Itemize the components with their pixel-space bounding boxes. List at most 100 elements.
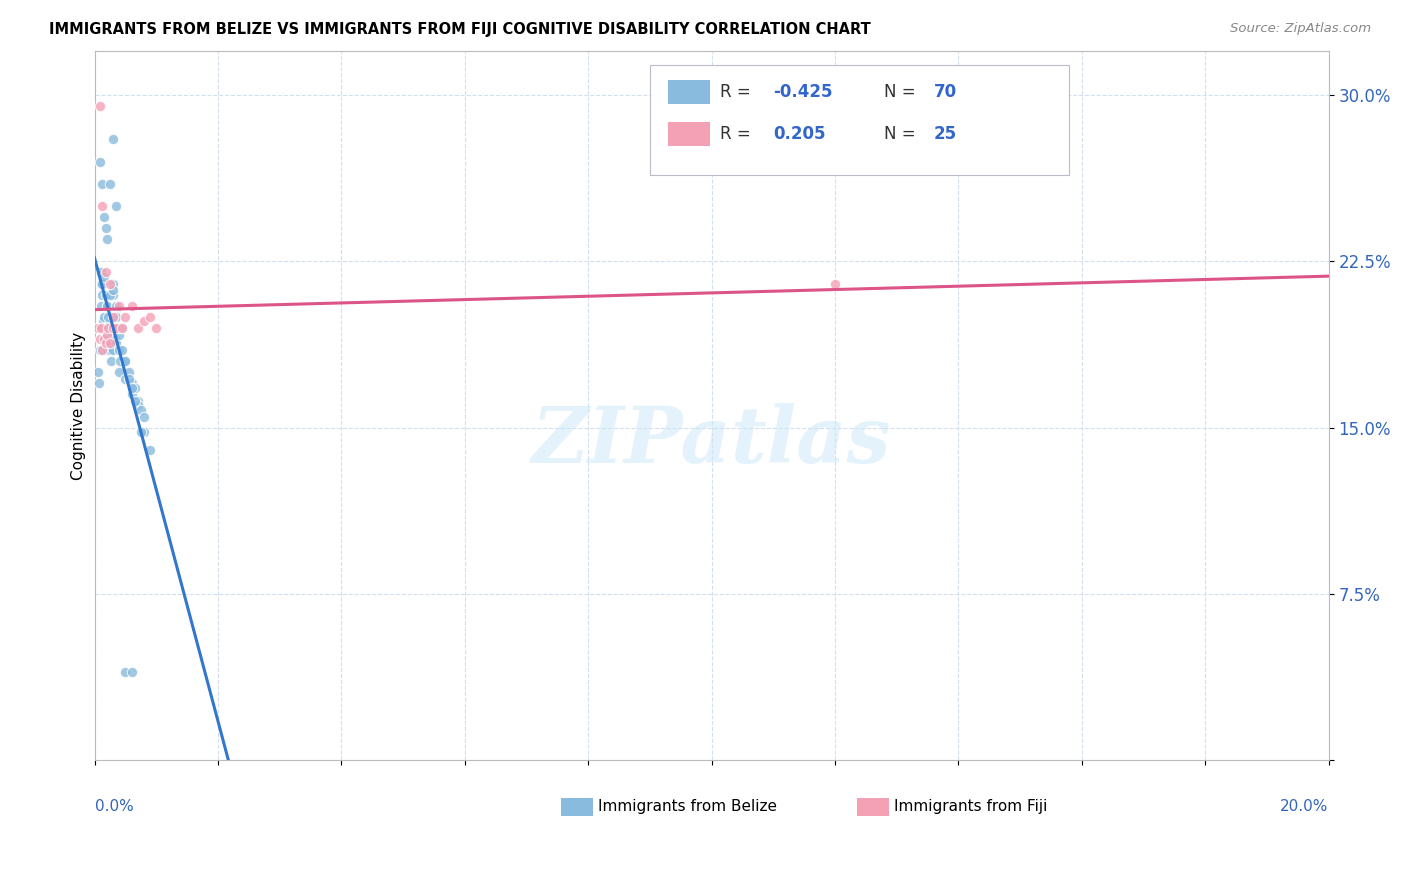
Point	[108, 343, 131, 357]
Point	[105, 310, 128, 324]
Point	[93, 310, 115, 324]
Point	[114, 354, 136, 368]
Point	[94, 265, 117, 279]
Point	[96, 327, 118, 342]
Point	[127, 399, 149, 413]
Point	[101, 277, 124, 291]
Point	[121, 299, 143, 313]
Point	[145, 321, 167, 335]
Point	[104, 332, 127, 346]
Point	[98, 177, 121, 191]
Point	[98, 336, 121, 351]
Point	[96, 232, 118, 246]
Point	[132, 425, 155, 439]
Text: Immigrants from Belize: Immigrants from Belize	[598, 799, 778, 814]
Point	[101, 287, 124, 301]
Point	[121, 665, 143, 679]
Point	[89, 343, 111, 357]
Text: R =: R =	[720, 126, 762, 144]
Point	[96, 299, 118, 313]
Text: 25: 25	[934, 126, 957, 144]
FancyBboxPatch shape	[668, 79, 710, 103]
Point	[97, 310, 120, 324]
Point	[129, 425, 152, 439]
Point	[90, 277, 112, 291]
Point	[117, 372, 139, 386]
Point	[91, 287, 114, 301]
Point	[90, 265, 112, 279]
Point	[98, 343, 121, 357]
Point	[121, 381, 143, 395]
Point	[108, 365, 131, 379]
Point	[105, 299, 128, 313]
Point	[105, 199, 128, 213]
Point	[94, 221, 117, 235]
Point	[114, 354, 136, 368]
Text: Immigrants from Fiji: Immigrants from Fiji	[894, 799, 1047, 814]
Point	[121, 376, 143, 391]
Point	[101, 283, 124, 297]
FancyBboxPatch shape	[650, 65, 1070, 175]
Point	[117, 365, 139, 379]
Text: 0.0%: 0.0%	[94, 799, 134, 814]
Point	[100, 354, 122, 368]
Point	[93, 332, 115, 346]
Point	[91, 277, 114, 291]
Point	[97, 327, 120, 342]
Point	[139, 310, 162, 324]
Point	[94, 336, 117, 351]
Text: N =: N =	[884, 83, 921, 101]
Point	[111, 321, 134, 335]
Point	[101, 132, 124, 146]
Y-axis label: Cognitive Disability: Cognitive Disability	[72, 332, 86, 480]
Point	[124, 381, 146, 395]
Point	[121, 387, 143, 401]
Text: N =: N =	[884, 126, 921, 144]
FancyBboxPatch shape	[858, 798, 890, 816]
Point	[91, 177, 114, 191]
Point	[108, 321, 131, 335]
Text: 0.205: 0.205	[773, 126, 825, 144]
Point	[101, 321, 124, 335]
Point	[98, 314, 121, 328]
Point	[105, 321, 128, 335]
Point	[114, 665, 136, 679]
Point	[114, 310, 136, 324]
Point	[108, 327, 131, 342]
Point	[96, 321, 118, 335]
Point	[111, 321, 134, 335]
Point	[129, 403, 152, 417]
Point	[93, 327, 115, 342]
Point	[111, 343, 134, 357]
Point	[94, 321, 117, 335]
Point	[127, 321, 149, 335]
Text: R =: R =	[720, 83, 756, 101]
Point	[90, 299, 112, 313]
Text: Source: ZipAtlas.com: Source: ZipAtlas.com	[1230, 22, 1371, 36]
Point	[98, 277, 121, 291]
FancyBboxPatch shape	[668, 122, 710, 146]
Point	[89, 154, 111, 169]
Point	[139, 442, 162, 457]
Point	[108, 299, 131, 313]
Point	[824, 277, 846, 291]
Point	[124, 394, 146, 409]
Point	[93, 269, 115, 284]
Point	[132, 409, 155, 424]
Point	[96, 299, 118, 313]
Text: ZIPatlas: ZIPatlas	[531, 402, 891, 479]
Point	[105, 336, 128, 351]
Text: -0.425: -0.425	[773, 83, 832, 101]
Point	[97, 336, 120, 351]
Point	[110, 354, 132, 368]
Point	[98, 287, 121, 301]
Point	[114, 372, 136, 386]
Point	[94, 336, 117, 351]
Point	[101, 310, 124, 324]
FancyBboxPatch shape	[561, 798, 593, 816]
Text: IMMIGRANTS FROM BELIZE VS IMMIGRANTS FROM FIJI COGNITIVE DISABILITY CORRELATION : IMMIGRANTS FROM BELIZE VS IMMIGRANTS FRO…	[49, 22, 870, 37]
Text: 70: 70	[934, 83, 957, 101]
Point	[94, 287, 117, 301]
Point	[93, 210, 115, 224]
Point	[89, 332, 111, 346]
